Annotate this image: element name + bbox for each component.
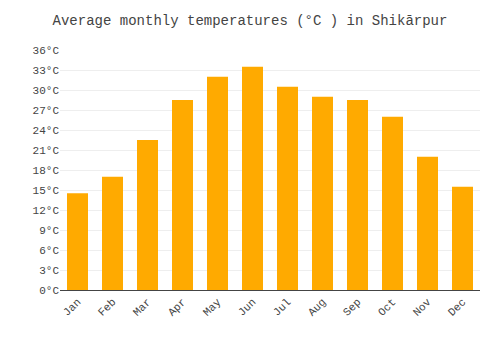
svg-text:18°C: 18°C (33, 165, 60, 177)
svg-text:30°C: 30°C (33, 85, 60, 97)
svg-text:Jan: Jan (61, 296, 83, 318)
svg-text:May: May (201, 296, 224, 319)
svg-text:12°C: 12°C (33, 205, 60, 217)
svg-text:3°C: 3°C (39, 265, 59, 277)
svg-text:Jul: Jul (271, 296, 293, 318)
svg-text:Aug: Aug (306, 296, 328, 318)
svg-text:21°C: 21°C (33, 145, 60, 157)
svg-text:Dec: Dec (446, 296, 468, 318)
svg-text:0°C: 0°C (39, 285, 59, 297)
svg-text:Jun: Jun (236, 296, 258, 318)
svg-text:36°C: 36°C (33, 45, 60, 57)
svg-text:Feb: Feb (96, 296, 118, 318)
svg-text:15°C: 15°C (33, 185, 60, 197)
svg-text:Oct: Oct (376, 296, 398, 318)
svg-text:33°C: 33°C (33, 65, 60, 77)
svg-text:Apr: Apr (166, 296, 188, 318)
svg-text:9°C: 9°C (39, 225, 59, 237)
svg-text:Mar: Mar (131, 296, 153, 318)
svg-text:24°C: 24°C (33, 125, 60, 137)
svg-text:Average monthly temperatures (: Average monthly temperatures (°C ) in Sh… (53, 13, 448, 29)
svg-text:27°C: 27°C (33, 105, 60, 117)
svg-text:Sep: Sep (341, 296, 363, 318)
svg-text:Nov: Nov (411, 296, 434, 319)
svg-text:6°C: 6°C (39, 245, 59, 257)
